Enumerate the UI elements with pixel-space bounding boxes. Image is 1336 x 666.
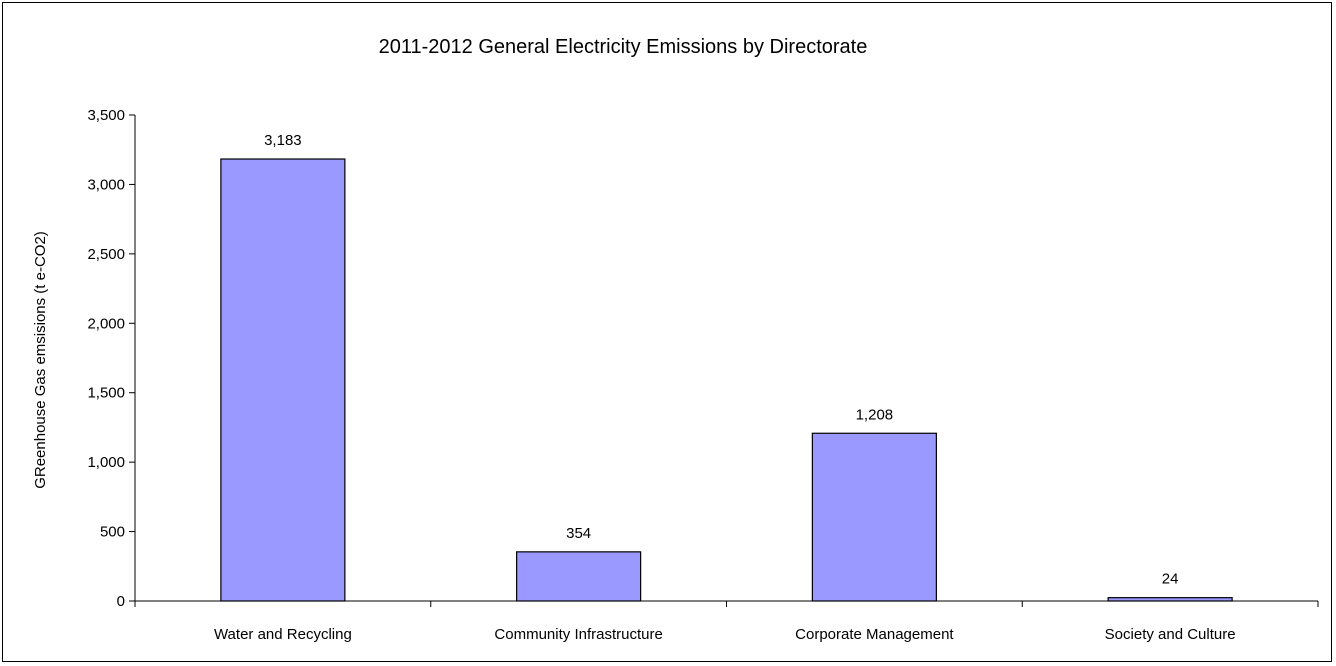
y-tick-label: 500 bbox=[100, 524, 125, 541]
category-label: Corporate Management bbox=[795, 626, 954, 643]
data-label: 24 bbox=[1162, 571, 1179, 588]
category-labels: Water and Recycling Community Infrastruct… bbox=[214, 626, 1236, 643]
bar bbox=[1107, 597, 1233, 602]
y-tick-label: 3,000 bbox=[87, 176, 125, 193]
data-label: 1,208 bbox=[856, 406, 894, 423]
bar bbox=[220, 158, 346, 602]
bars bbox=[220, 158, 1233, 602]
data-labels: 3,183 354 1,208 24 bbox=[264, 132, 1178, 588]
bar bbox=[516, 551, 642, 602]
y-tick-label: 2,500 bbox=[87, 246, 125, 263]
chart-title: 2011-2012 General Electricity Emissions … bbox=[379, 36, 868, 58]
category-label: Water and Recycling bbox=[214, 626, 352, 643]
y-tick-label: 1,000 bbox=[87, 454, 125, 471]
y-tick-label: 2,000 bbox=[87, 315, 125, 332]
x-axis bbox=[134, 600, 1319, 607]
category-label: Society and Culture bbox=[1105, 626, 1236, 643]
y-tick-label: 1,500 bbox=[87, 385, 125, 402]
data-label: 354 bbox=[566, 525, 591, 542]
y-tick-label: 0 bbox=[117, 593, 125, 610]
data-label: 3,183 bbox=[264, 132, 302, 149]
bar bbox=[811, 432, 937, 602]
category-label: Community Infrastructure bbox=[494, 626, 662, 643]
y-axis: 0 500 1,000 1,500 2,000 2,500 3,000 3,500 bbox=[87, 107, 136, 610]
y-tick-label: 3,500 bbox=[87, 107, 125, 124]
y-axis-label: GReenhouse Gas emsisions (t e-CO2) bbox=[32, 231, 49, 489]
